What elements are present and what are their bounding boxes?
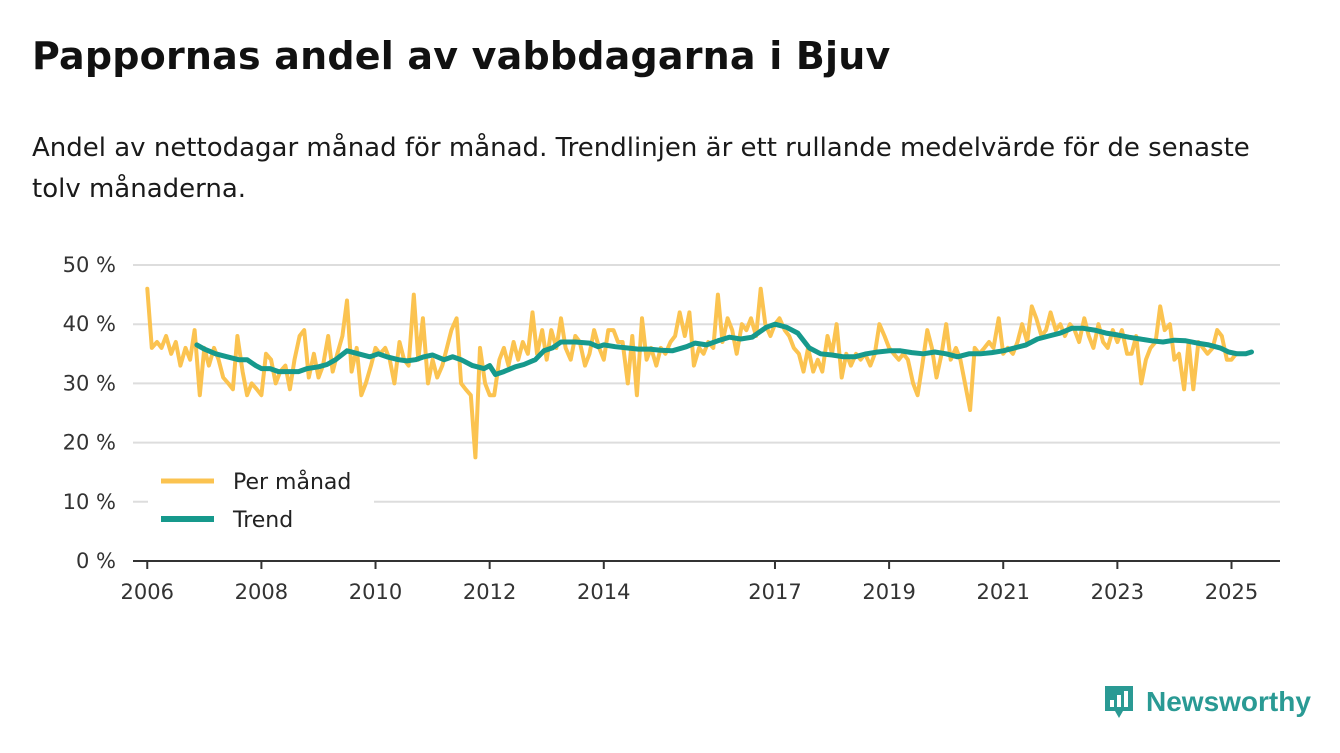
y-tick-label: 0 % [76,549,116,573]
y-axis-ticks: 0 % 10 % 20 % 30 % 40 % 50 % [63,253,116,573]
x-tick-label: 2008 [235,580,288,604]
x-tick-label: 2012 [463,580,516,604]
chart-subtitle: Andel av nettodagar månad för månad. Tre… [32,133,1250,204]
x-tick-label: 2025 [1205,580,1258,604]
legend-label: Per månad [233,469,351,495]
y-tick-label: 30 % [63,371,116,395]
y-tick-label: 20 % [63,431,116,455]
x-tick-label: 2014 [577,580,630,604]
x-tick-label: 2010 [349,580,402,604]
x-tick-label: 2006 [121,580,174,604]
y-tick-label: 10 % [63,490,116,514]
gridlines [133,264,1280,562]
series-lines [145,286,1254,460]
legend-background [148,462,374,542]
brand-name: Newsworthy [1146,686,1311,717]
y-tick-label: 50 % [63,253,116,277]
legend: Per månad Trend [148,462,374,542]
series-line-trend [194,321,1254,377]
x-tick-label: 2023 [1091,580,1144,604]
chart-title: Pappornas andel av vabbdagarna i Bjuv [32,34,891,78]
legend-label: Trend [232,508,293,533]
x-tick-label: 2019 [862,580,915,604]
brand: Newsworthy [1102,682,1311,722]
series-line-per-manad [145,286,1239,460]
y-tick-label: 40 % [63,312,116,336]
x-axis-ticks: 2006 2008 2010 2012 2014 2017 2019 2021 2023 2025 [121,561,1258,604]
x-tick-label: 2017 [748,580,801,604]
x-tick-label: 2021 [977,580,1030,604]
newsworthy-logo-icon [1105,686,1133,718]
